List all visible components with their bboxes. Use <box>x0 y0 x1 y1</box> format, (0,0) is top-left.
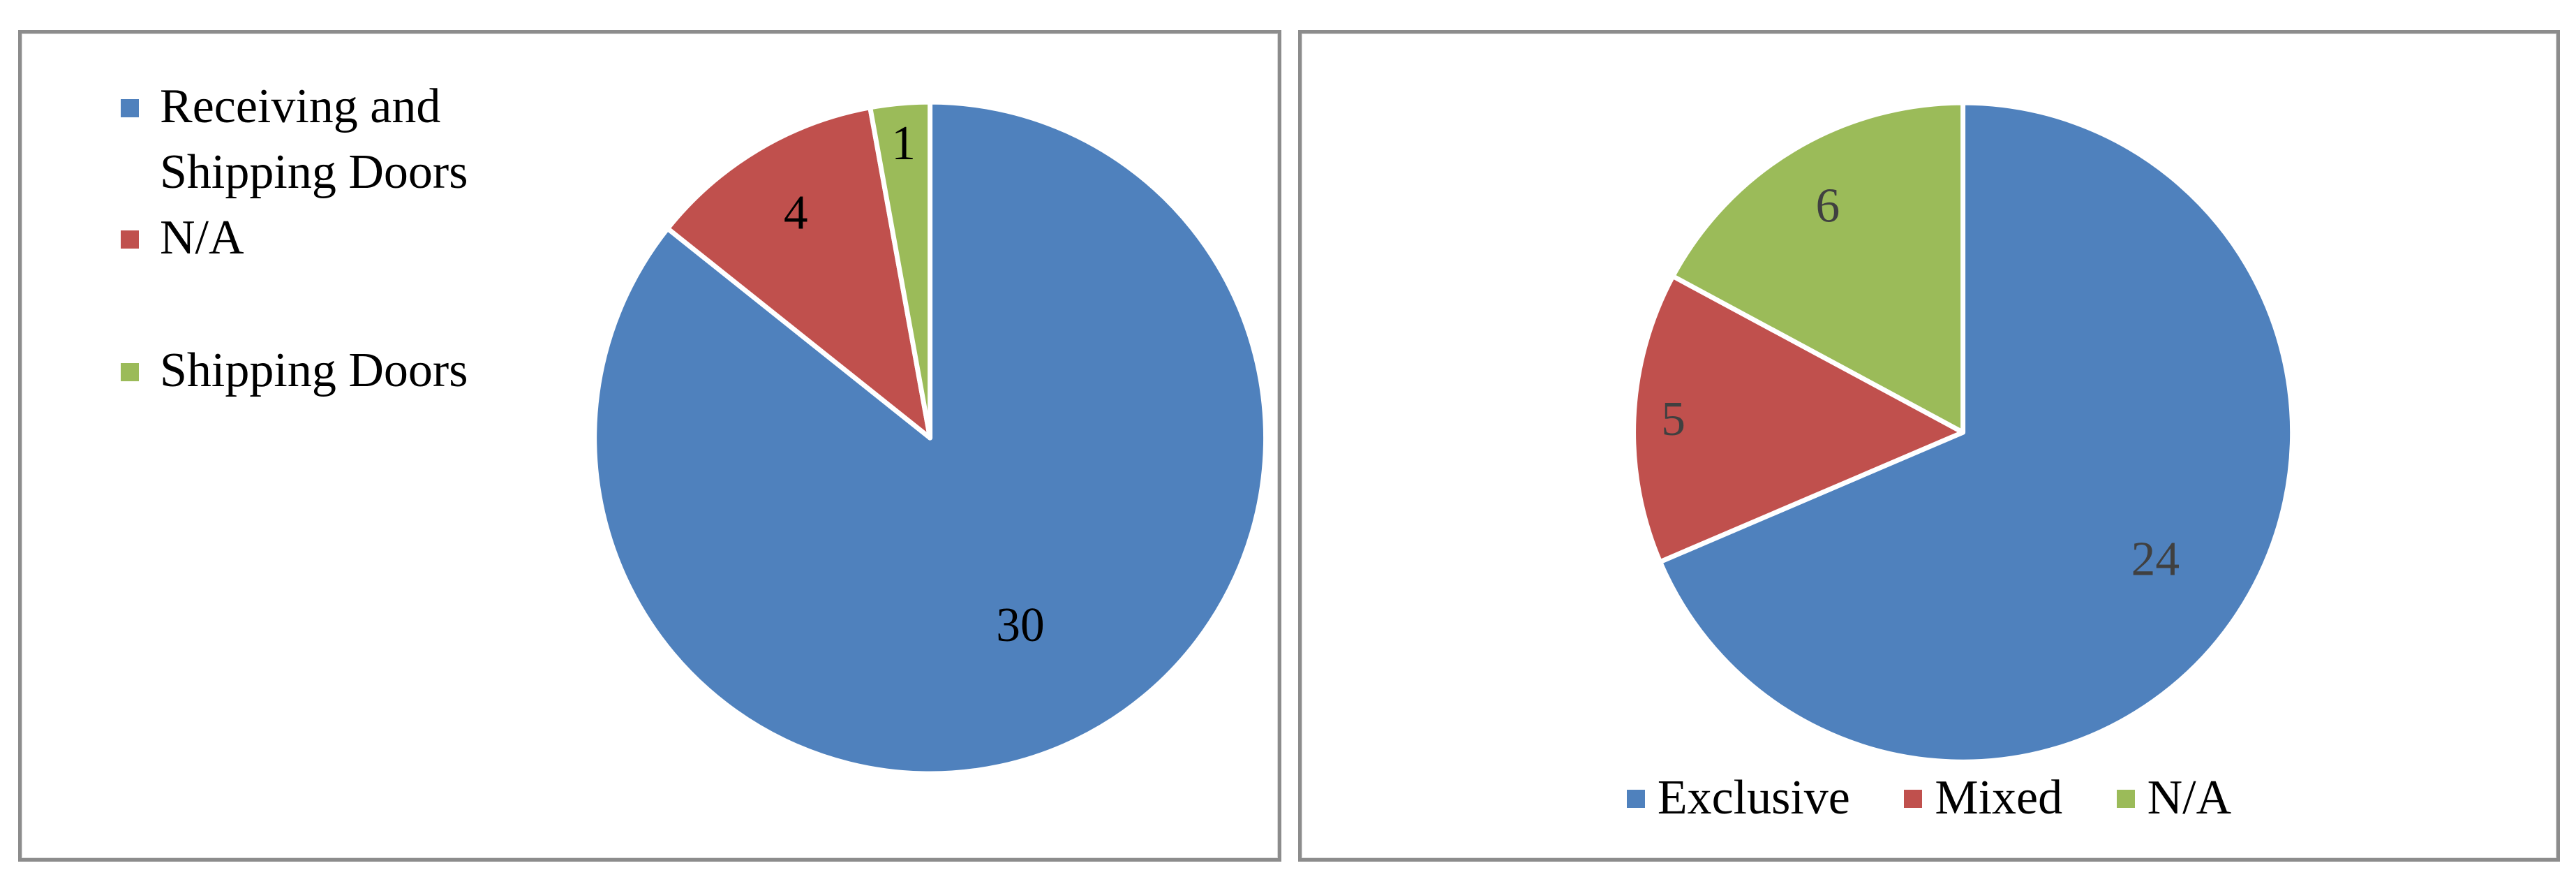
data-label-exclusive-right: 24 <box>2131 533 2180 587</box>
legend-entry-shipping-doors: Shipping Doors <box>121 338 567 404</box>
legend-entry-mixed: Mixed <box>1904 767 2062 830</box>
data-label-n-a-left: 4 <box>784 186 808 240</box>
legend-label-shipping-doors: Shipping Doors <box>160 344 468 397</box>
legend-entry-na: N/A <box>121 205 567 271</box>
pie-slice-shipping-doors-left <box>868 99 933 441</box>
legend-label-na-right: N/A <box>2147 771 2232 825</box>
data-label-shipping-doors-left: 1 <box>891 117 916 170</box>
legend-left: Receiving and Shipping Doors N/A Shippin… <box>121 74 567 404</box>
pie-chart-left: 30 4 1 <box>592 99 1268 776</box>
legend-label-na: N/A <box>160 211 244 265</box>
data-label-receiving-and-shipping-doors-left: 30 <box>996 598 1044 652</box>
legend-swatch-receiving-and-shipping-doors <box>121 99 139 117</box>
legend-swatch-na-right <box>2116 790 2135 808</box>
legend-label-mixed: Mixed <box>1935 771 2063 825</box>
legend-swatch-shipping-doors <box>121 363 139 381</box>
legend-swatch-na <box>121 230 139 249</box>
legend-entry-receiving-and-shipping-doors: Receiving and Shipping Doors <box>121 74 567 205</box>
legend-label-exclusive: Exclusive <box>1657 771 1850 825</box>
legend-swatch-exclusive <box>1626 790 1645 808</box>
pie-chart-right: 24 5 6 <box>1631 100 2295 765</box>
pie-slice-n-a-left <box>665 105 933 441</box>
pie-slice-n-a-right <box>1670 100 1966 435</box>
legend-label-receiving-and-shipping-doors: Receiving and Shipping Doors <box>160 80 468 199</box>
pie-chart-panel-right: 24 5 6 Exclusive Mixed N/A <box>1298 30 2560 862</box>
legend-entry-exclusive: Exclusive <box>1626 767 1850 830</box>
pie-chart-panel-left: 30 4 1 Receiving and Shipping Doors N/A Sh… <box>18 30 1281 862</box>
legend-swatch-mixed <box>1904 790 1923 808</box>
legend-entry-na-right: N/A <box>2116 767 2232 830</box>
pie-slice-exclusive-right <box>1658 100 2295 765</box>
legend-right: Exclusive Mixed N/A <box>1302 767 2556 830</box>
pie-slice-mixed-right <box>1631 274 1966 565</box>
data-label-n-a-right: 6 <box>1816 179 1840 233</box>
data-label-mixed-right: 5 <box>1661 392 1685 446</box>
